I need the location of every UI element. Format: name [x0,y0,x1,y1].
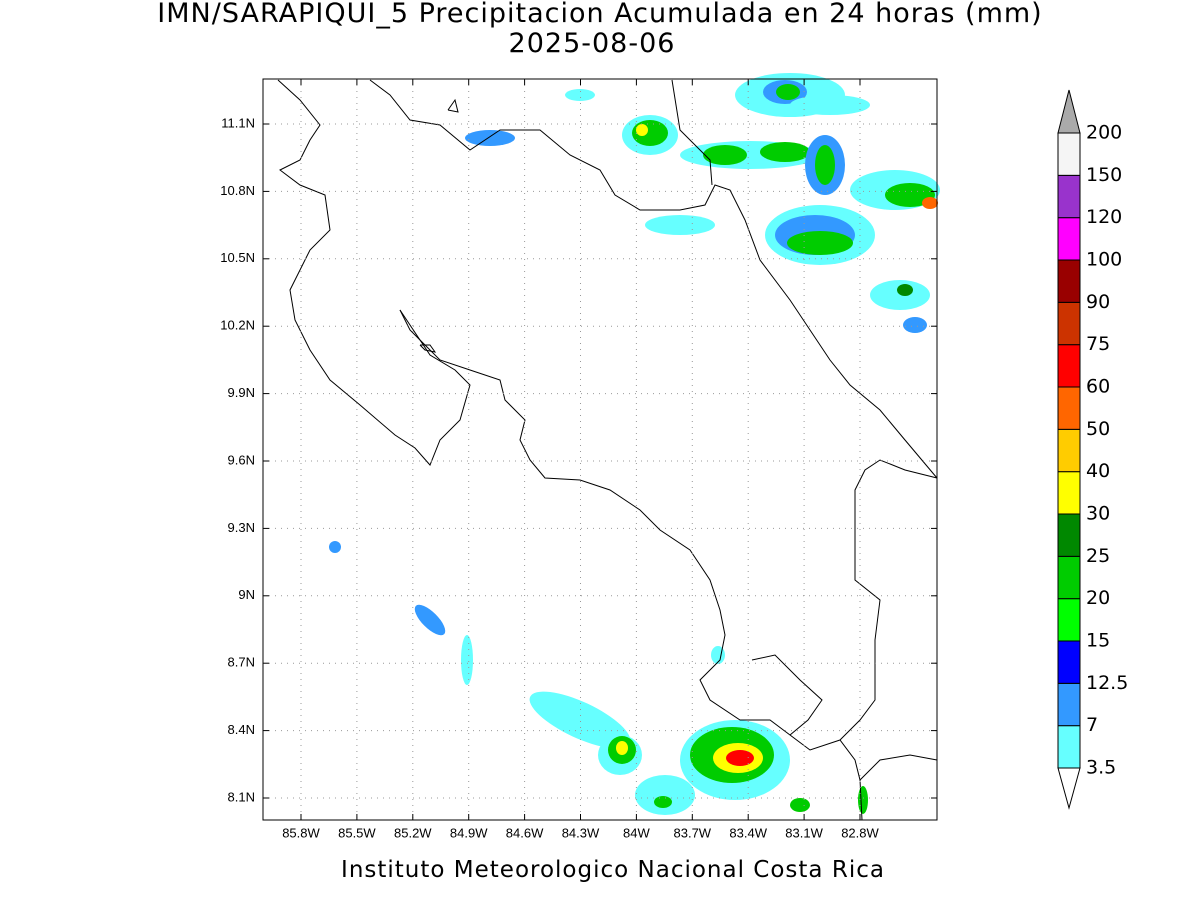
x-tick-label: 84.6W [506,825,544,840]
colorbar-label: 20 [1086,587,1110,609]
colorbar-swatch [1057,555,1081,600]
colorbar-label: 15 [1086,630,1110,652]
colorbar-label: 12.5 [1086,672,1128,694]
colorbar-label: 100 [1086,249,1122,271]
colorbar-swatch [1057,471,1081,515]
colorbar-swatch [1057,217,1081,261]
y-tick-label: 9.6N [228,452,255,467]
colorbar-swatch [1057,682,1081,727]
x-tick-label: 84W [623,825,650,840]
x-tick-label: 82.8W [841,825,879,840]
map-frame [262,78,938,821]
colorbar-label: 40 [1086,460,1110,482]
colorbar-label: 90 [1086,291,1110,313]
colorbar-swatch [1057,344,1081,388]
colorbar-swatch [1057,386,1081,430]
y-tick-label: 10.8N [220,183,255,198]
colorbar-swatch [1057,640,1081,684]
colorbar-label: 200 [1086,122,1122,144]
y-tick-label: 9.9N [228,385,255,400]
colorbar-label: 75 [1086,333,1110,355]
x-tick-label: 84.3W [562,825,600,840]
y-tick-label: 8.4N [228,722,255,737]
colorbar-label: 3.5 [1086,757,1116,779]
y-tick-label: 10.2N [220,318,255,333]
y-tick-label: 9N [238,587,255,602]
x-tick-label: 85.5W [338,825,376,840]
coastlines [277,79,938,821]
precipitation-field [329,73,940,815]
y-tick-label: 8.1N [228,789,255,804]
x-tick-label: 85.2W [394,825,432,840]
y-tick-label: 9.3N [228,520,255,535]
y-tick-label: 11.1N [221,115,255,130]
x-tick-label: 84.9W [450,825,488,840]
x-tick-label: 83.7W [674,825,712,840]
footer: Instituto Meteorologico Nacional Costa R… [341,857,885,883]
y-tick-label: 8.7N [228,655,255,670]
colorbar-label: 50 [1086,418,1110,440]
map-subtitle: 2025-08-06 [509,28,676,59]
colorbar-swatch [1057,513,1081,557]
colorbar-swatch [1057,598,1081,642]
colorbar-label: 30 [1086,503,1110,525]
colorbar-label: 7 [1086,714,1098,736]
colorbar-swatch [1057,725,1081,769]
colorbar-label: 25 [1086,545,1110,567]
y-tick-label: 10.5N [220,250,255,265]
x-tick-label: 83.1W [785,825,823,840]
x-tick-label: 83.4W [729,825,767,840]
colorbar-swatch [1057,301,1081,346]
colorbar-label: 120 [1086,206,1122,228]
map-title: IMN/SARAPIQUI_5 Precipitacion Acumulada … [157,0,1042,29]
colorbar-label: 150 [1086,164,1122,186]
colorbar-swatch [1057,428,1081,473]
colorbar-under [1057,767,1081,810]
colorbar-over [1057,89,1081,134]
colorbar-label: 60 [1086,376,1110,398]
colorbar-swatch [1057,132,1081,176]
colorbar-swatch [1057,259,1081,303]
colorbar-swatch [1057,174,1081,219]
x-tick-label: 85.8W [282,825,320,840]
